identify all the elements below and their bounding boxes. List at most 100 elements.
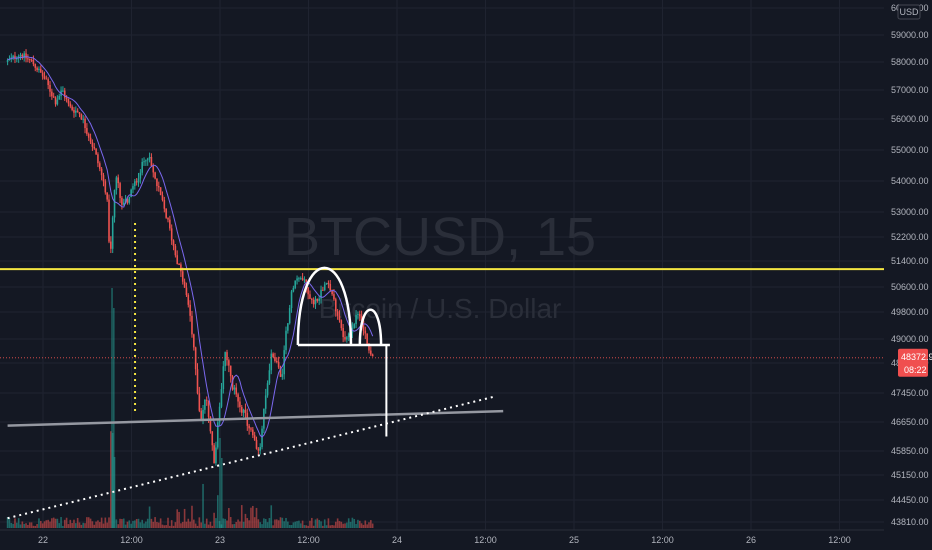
y-tick-label: 53000.00 xyxy=(891,207,929,217)
x-tick-label: 12:00 xyxy=(120,535,143,545)
volume-bar-136 xyxy=(257,519,260,528)
candle-body-46 xyxy=(91,142,94,147)
candle-body-85 xyxy=(163,200,166,209)
volume-bar-105 xyxy=(200,522,202,528)
volume-bar-27 xyxy=(56,518,59,528)
candle-body-47 xyxy=(93,146,96,149)
candle-body-196 xyxy=(368,343,370,351)
currency-selector[interactable]: USD xyxy=(897,4,921,20)
volume-spike-1 xyxy=(113,308,115,528)
volume-bar-117 xyxy=(222,518,225,528)
candle-body-53 xyxy=(104,181,107,193)
candle-body-21 xyxy=(45,78,48,80)
time-axis[interactable]: 22 12:00 23 12:00 24 12:00 25 12:00 26 12:00 xyxy=(0,529,884,545)
volume-bar-114 xyxy=(216,495,219,528)
y-tick-label: 43810.00 xyxy=(891,517,929,527)
volume-bar-70 xyxy=(135,519,138,528)
candle-body-57 xyxy=(111,217,114,249)
candle-body-23 xyxy=(49,85,51,92)
candle-body-7 xyxy=(19,54,22,57)
candle-body-2 xyxy=(10,57,13,59)
candle-body-151 xyxy=(285,330,287,351)
volume-bar-28 xyxy=(58,523,61,528)
candle-body-13 xyxy=(30,59,33,61)
volume-bar-172 xyxy=(323,519,326,528)
volume-bar-178 xyxy=(334,521,337,528)
volume-bar-52 xyxy=(102,523,105,528)
badge-background xyxy=(898,348,928,377)
y-tick-label: 49800.00 xyxy=(891,307,929,317)
y-tick-label: 56000.00 xyxy=(891,114,929,124)
candle-body-147 xyxy=(277,361,280,368)
volume-bar-69 xyxy=(134,520,136,528)
volume-bar-25 xyxy=(52,517,55,528)
volume-bar-39 xyxy=(78,522,81,528)
volume-bar-150 xyxy=(283,521,285,528)
volume-bar-144 xyxy=(272,525,274,528)
candle-body-84 xyxy=(161,195,164,201)
volume-bar-59 xyxy=(115,519,118,528)
candle-body-182 xyxy=(342,328,344,338)
candle-body-22 xyxy=(47,79,49,86)
volume-bar-44 xyxy=(87,517,90,528)
candle-body-41 xyxy=(82,118,84,120)
volume-bar-112 xyxy=(213,512,215,528)
ma-line xyxy=(7,56,374,438)
price-axis[interactable]: 60000.0059000.0058000.0057000.0056000.00… xyxy=(891,3,929,527)
volume-bar-56 xyxy=(110,431,112,528)
volume-bar-196 xyxy=(368,522,370,528)
volume-bar-137 xyxy=(259,522,261,528)
volume-bar-36 xyxy=(73,519,75,528)
volume-bar-180 xyxy=(338,521,341,528)
candle-body-68 xyxy=(132,186,134,190)
volume-bar-29 xyxy=(60,517,62,528)
candle-body-166 xyxy=(312,299,315,305)
candle-body-120 xyxy=(228,360,230,366)
candle-body-115 xyxy=(218,406,221,423)
candle-body-110 xyxy=(209,416,212,432)
candle-body-87 xyxy=(167,217,169,220)
volume-bar-123 xyxy=(233,523,236,528)
candle-body-137 xyxy=(259,447,261,451)
candle-body-121 xyxy=(229,365,232,377)
candle-body-128 xyxy=(242,409,245,413)
candle-body-34 xyxy=(69,103,72,107)
volume-bar-166 xyxy=(312,525,315,528)
candle-body-11 xyxy=(27,58,29,60)
volume-bar-190 xyxy=(357,519,359,528)
volume-bar-81 xyxy=(156,522,158,528)
y-tick-label: 49000.00 xyxy=(891,334,929,344)
volume-bar-50 xyxy=(98,522,101,528)
volume-bar-2 xyxy=(10,522,13,528)
candle-body-107 xyxy=(204,399,206,410)
candle-body-89 xyxy=(170,228,173,241)
candle-body-62 xyxy=(121,197,123,205)
candle-body-144 xyxy=(272,353,274,358)
watermark-symbol: BTCUSD, 15 xyxy=(284,207,596,267)
volume-bar-48 xyxy=(95,521,97,528)
candle-body-173 xyxy=(325,282,328,285)
volume-bar-11 xyxy=(27,525,29,528)
candle-body-50 xyxy=(98,163,101,169)
volume-bar-109 xyxy=(207,524,210,528)
volume-bar-197 xyxy=(370,520,372,528)
volume-bar-155 xyxy=(292,522,295,528)
candle-body-159 xyxy=(299,278,302,280)
candle-body-195 xyxy=(366,333,368,344)
x-tick-label: 12:00 xyxy=(474,535,497,545)
volume-bar-61 xyxy=(119,518,121,528)
volume-bar-14 xyxy=(32,525,35,528)
candle-body-77 xyxy=(148,157,151,159)
candle-body-98 xyxy=(187,294,190,305)
candle-body-80 xyxy=(154,172,156,179)
candle-body-15 xyxy=(34,64,37,68)
candle-body-181 xyxy=(340,320,343,329)
volume-bar-92 xyxy=(176,509,179,528)
candle-body-52 xyxy=(102,175,105,182)
volume-bar-141 xyxy=(266,522,269,528)
candle-body-14 xyxy=(32,60,35,65)
candle-body-155 xyxy=(292,287,295,292)
candle-body-95 xyxy=(181,271,184,282)
volume-bar-75 xyxy=(145,521,147,528)
